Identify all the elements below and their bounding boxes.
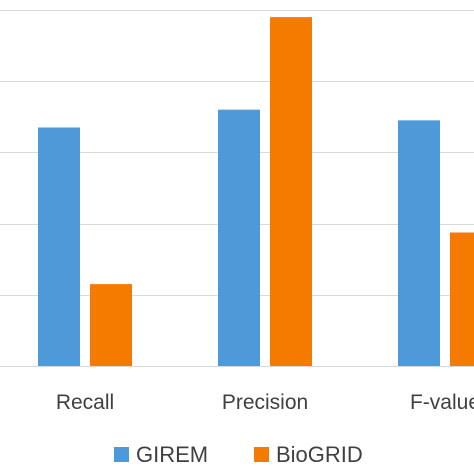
bar-biogrid-precision	[270, 17, 312, 367]
bar-biogrid-recall	[90, 284, 132, 366]
bar-girem-recall	[38, 127, 80, 366]
bar-girem-precision	[218, 109, 260, 367]
legend: GIREM BioGRID	[114, 442, 363, 467]
category-label: Recall	[56, 391, 114, 414]
legend-swatch-girem	[114, 447, 129, 462]
legend-label-biogrid: BioGRID	[276, 442, 363, 467]
bar-girem-f-value	[398, 120, 440, 366]
legend-label-girem: GIREM	[136, 442, 208, 467]
legend-swatch-biogrid	[254, 447, 269, 462]
category-label: Precision	[222, 391, 308, 414]
bar-biogrid-f-value	[450, 232, 474, 366]
bars	[38, 17, 474, 367]
category-label: F-value	[410, 391, 474, 414]
category-labels: Recall Precision F-value	[56, 391, 474, 414]
